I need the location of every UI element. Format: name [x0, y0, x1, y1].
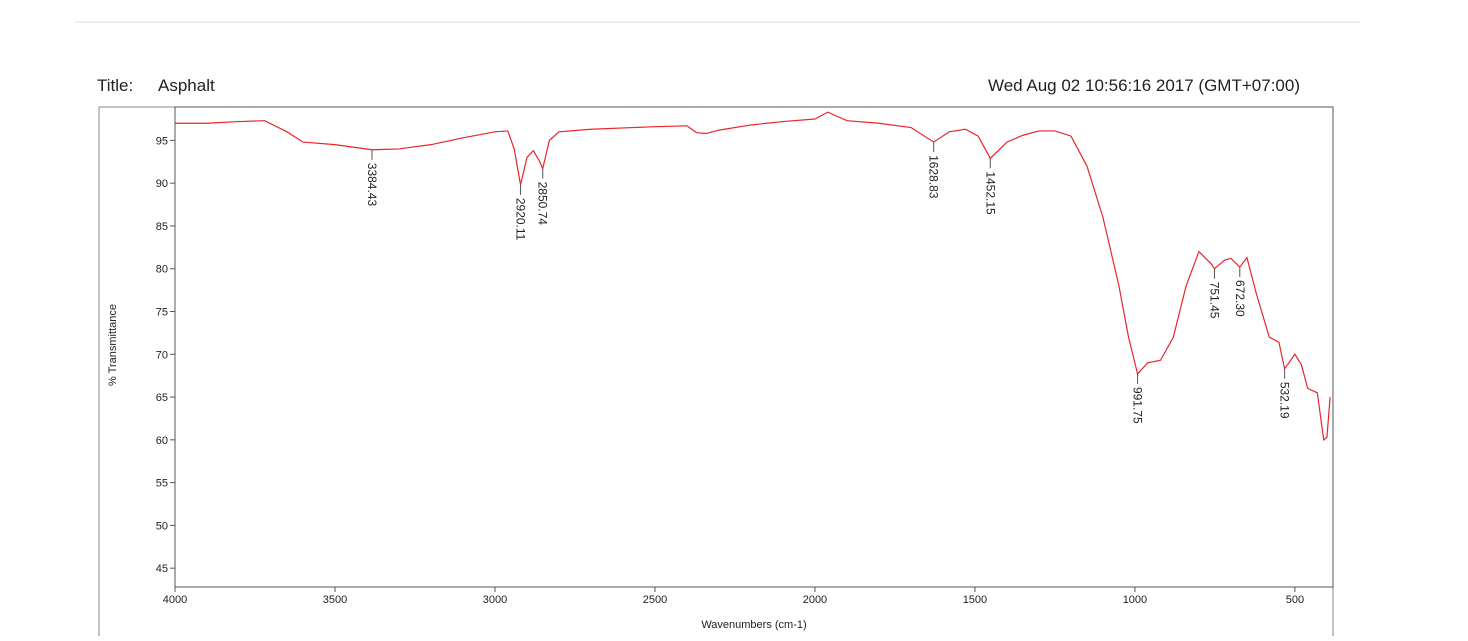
y-tick-label: 90	[156, 178, 168, 190]
y-tick-label: 65	[156, 392, 168, 404]
peak-label: 751.45	[1207, 282, 1221, 319]
title-prefix: Title:	[97, 76, 133, 95]
x-tick-label: 3500	[323, 594, 347, 606]
peak-label: 1452.15	[983, 171, 997, 215]
peak-label: 3384.43	[365, 163, 379, 207]
chart-subtitle: Wed Aug 02 10:56:16 2017 (GMT+07:00)	[988, 76, 1300, 95]
plot-frame	[174, 106, 1334, 588]
peak-label: 1628.83	[927, 155, 941, 199]
x-tick-label: 500	[1286, 594, 1304, 606]
x-tick-label: 2000	[803, 594, 827, 606]
peak-label: 532.19	[1278, 382, 1292, 419]
peak-label: 2920.11	[514, 198, 528, 241]
y-tick-label: 85	[156, 221, 168, 233]
x-tick-label: 3000	[483, 594, 507, 606]
peak-label: 2850.74	[536, 182, 550, 226]
x-tick-label: 4000	[163, 594, 187, 606]
peak-label: 991.75	[1131, 387, 1145, 424]
x-tick-label: 2500	[643, 594, 667, 606]
y-tick-label: 95	[156, 135, 168, 147]
y-tick-label: 45	[156, 563, 168, 575]
x-axis-label: Wavenumbers (cm-1)	[701, 619, 806, 631]
y-tick-label: 80	[156, 264, 168, 276]
spectrum-line	[175, 111, 1331, 441]
y-axis-label: % Transmittance	[107, 304, 119, 386]
y-tick-label: 50	[156, 520, 168, 532]
y-tick-label: 60	[156, 435, 168, 447]
y-tick-label: 55	[156, 478, 168, 490]
x-tick-label: 1500	[963, 594, 987, 606]
y-tick-label: 75	[156, 306, 168, 318]
x-tick-label: 1000	[1123, 594, 1147, 606]
y-tick-label: 70	[156, 349, 168, 361]
chart-title: Asphalt	[158, 76, 215, 95]
peak-label: 672.30	[1233, 280, 1247, 317]
